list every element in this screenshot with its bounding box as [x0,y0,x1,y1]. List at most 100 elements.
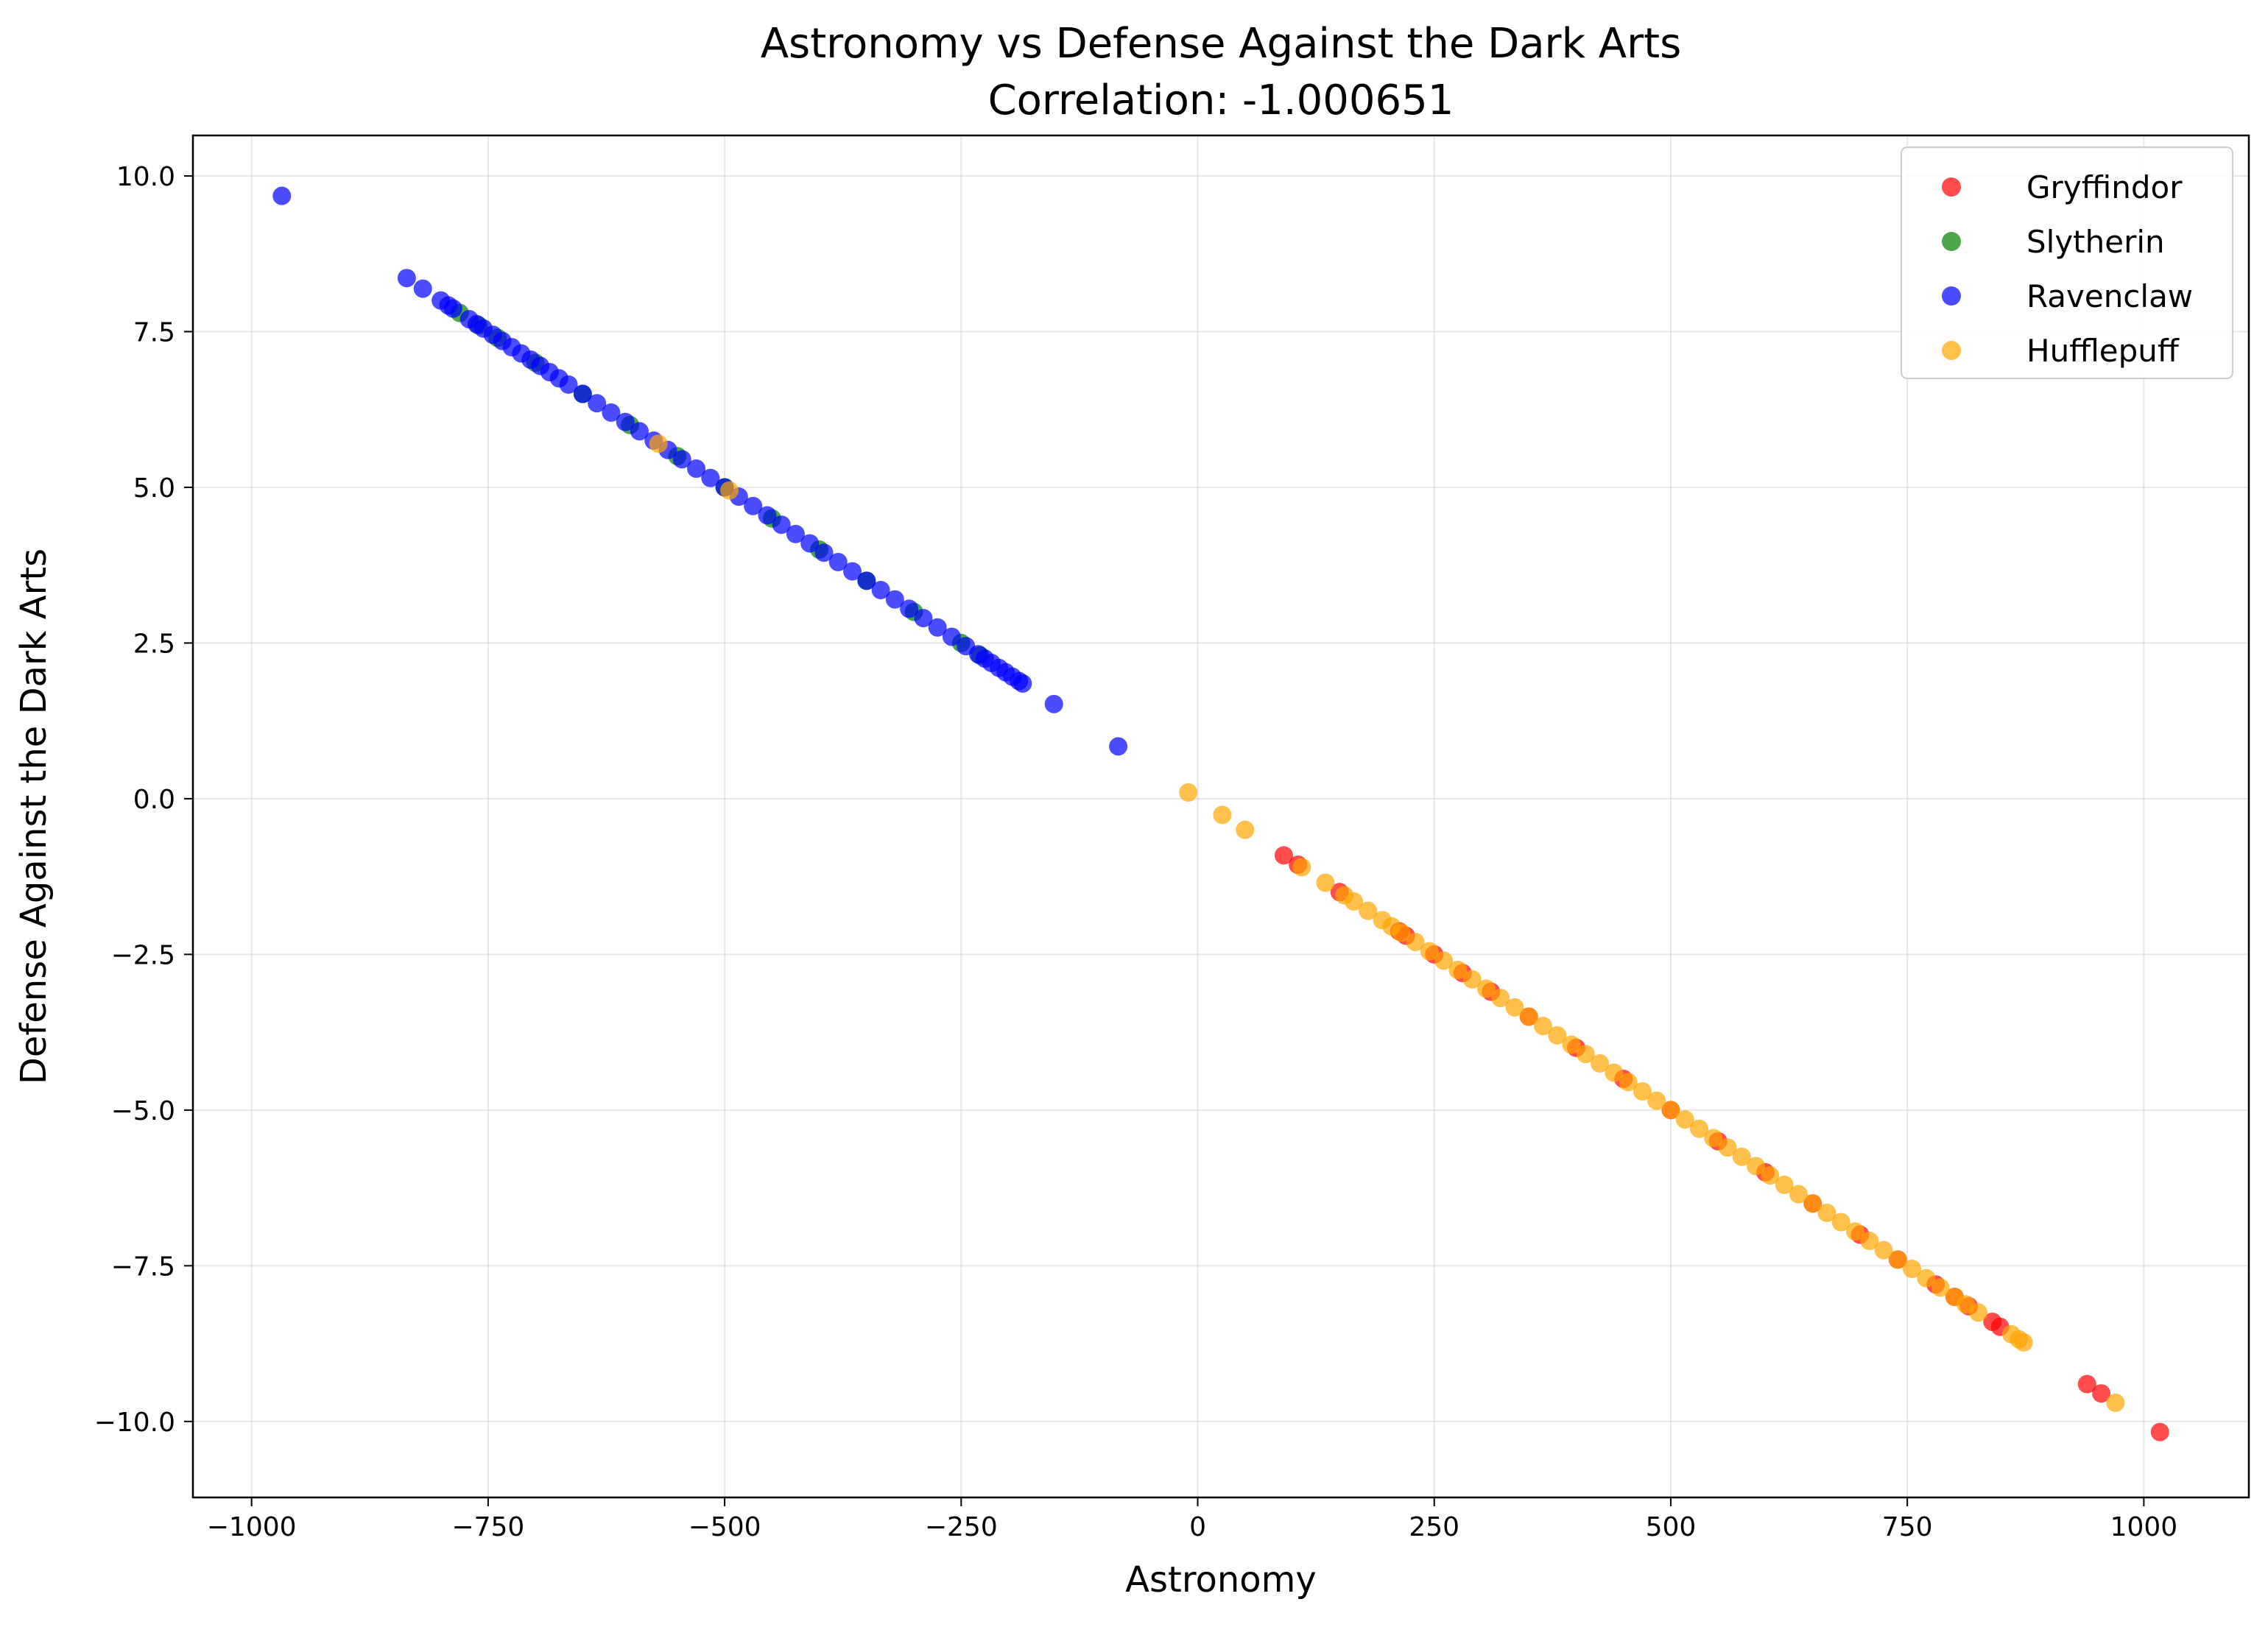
data-point [828,552,848,571]
data-point [720,481,739,500]
data-point [885,590,904,609]
y-tick-label: 10.0 [116,162,175,192]
y-tick-label: 7.5 [133,317,175,347]
data-point [2014,1333,2033,1352]
data-point [1420,942,1439,961]
data-point [1675,1110,1694,1129]
chart-title: Astronomy vs Defense Against the Dark Ar… [761,20,1682,68]
y-tick-label: −7.5 [111,1252,175,1282]
data-point [1633,1081,1652,1101]
data-point [744,496,763,515]
chart-subtitle: Correlation: -1.000651 [988,77,1454,124]
data-point [1213,805,1232,825]
data-point [1548,1026,1567,1045]
data-point [1448,961,1468,980]
data-point [1345,892,1364,911]
x-tick-label: 0 [1189,1512,1206,1542]
data-point [616,412,635,431]
data-point [1316,873,1335,892]
data-point [1903,1260,1922,1279]
data-point [942,627,961,646]
data-point [1406,932,1425,951]
data-point [871,581,890,600]
data-point [2092,1384,2111,1403]
x-tick-label: 750 [1882,1512,1933,1542]
y-tick-label: 0.0 [133,785,175,815]
legend: Gryffindor Slytherin Ravenclaw Hufflepuff [1901,147,2233,379]
data-point [900,599,919,618]
data-point [1969,1303,1988,1322]
x-tick-label: 1000 [2110,1512,2178,1542]
y-tick-label: 5.0 [133,473,175,504]
x-tick-label: −750 [451,1512,524,1542]
data-point [1434,951,1454,970]
x-tick-label: 500 [1646,1512,1697,1542]
data-point [1505,998,1524,1017]
legend-label: Gryffindor [2026,169,2183,205]
data-point [1845,1222,1864,1241]
data-point [1179,783,1198,802]
y-tick-label: −2.5 [111,940,175,970]
data-point [397,269,416,288]
data-point [1761,1166,1780,1185]
y-axis-label: Defense Against the Dark Arts [13,548,54,1084]
data-point [687,459,706,479]
data-point [672,450,691,469]
data-point [1274,846,1293,865]
data-points [272,186,2169,1441]
legend-marker [1942,286,1961,306]
data-point [588,394,607,413]
data-point [1831,1213,1850,1232]
data-point [1576,1045,1595,1064]
data-point [1013,674,1032,693]
data-point [1747,1157,1766,1176]
data-point [914,609,933,628]
data-point [559,375,578,394]
plot-frame [191,134,2250,1499]
data-point [443,299,462,318]
data-point [1732,1147,1751,1166]
data-point [2106,1393,2125,1412]
data-point [649,434,668,453]
data-point [1917,1268,1936,1288]
legend-marker [1942,232,1961,251]
x-axis-label: Astronomy [1125,1559,1317,1600]
data-point [1605,1063,1624,1082]
data-point [1647,1091,1666,1110]
data-point [1533,1017,1552,1036]
data-point [1803,1194,1822,1213]
data-point [786,524,805,543]
data-point [701,468,720,487]
data-point [758,506,777,525]
series-hufflepuff [649,434,2125,1412]
data-point [1236,820,1255,839]
data-point [2150,1422,2169,1441]
data-point [1718,1138,1737,1157]
x-tick-label: 250 [1409,1512,1459,1542]
data-point [1109,737,1128,756]
legend-marker [1942,341,1961,360]
data-point [1044,694,1063,713]
data-point [1931,1278,1950,1297]
data-point [1359,901,1378,920]
legend-marker [1942,177,1961,197]
data-point [573,384,592,403]
data-point [1619,1073,1638,1092]
x-tick-label: −500 [688,1512,761,1542]
data-point [1888,1250,1907,1269]
data-point [1392,923,1411,942]
data-point [928,618,947,637]
data-point [1491,989,1510,1008]
data-point [800,534,820,553]
legend-label: Ravenclaw [2026,278,2193,314]
data-point [1562,1035,1581,1054]
legend-label: Hufflepuff [2026,333,2180,369]
data-point [413,279,432,298]
data-point [1462,970,1482,989]
data-point [772,515,791,534]
data-point [814,543,834,562]
data-point [1292,858,1311,877]
data-point [1704,1129,1723,1148]
